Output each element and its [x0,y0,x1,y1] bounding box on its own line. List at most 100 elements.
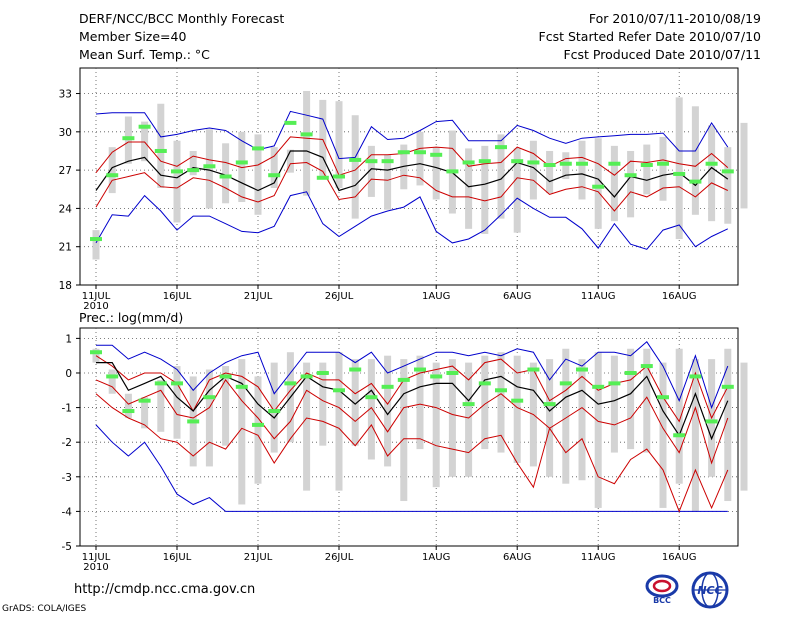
prec-spread-bar [157,379,165,432]
prec-spread-bar [141,397,149,429]
temp-obs-mark [478,159,491,164]
forecast-period: For 2010/07/11-2010/08/19 [588,11,761,26]
temp-spread-bar [740,122,748,209]
prec-spread-bar [659,362,667,508]
prec-spread-bar [367,359,375,460]
prec-obs-mark [90,350,102,355]
temp-ytick-label: 30 [59,127,72,139]
prec-obs-mark [154,381,167,386]
temp-xtick-year: 2010 [83,301,108,312]
temp-obs-mark [235,160,248,165]
temp-obs-mark [203,164,216,169]
prec-spread-bar [108,369,116,394]
temp-spread-bar [303,90,311,196]
prec-spread-bar [319,362,327,446]
prec-obs-mark [495,388,507,393]
prec-spread-bar [724,348,732,502]
prec-xtick-label: 11JUL [82,552,111,563]
prec-xtick-label: 1AUG [422,552,450,563]
temp-obs-mark [705,161,718,166]
temp-spread-bar [432,147,440,200]
temp-spread-bar [173,140,181,223]
prec-spread-bar [513,355,521,463]
temp-spread-bar [610,145,618,222]
prec-obs-mark [219,374,232,379]
prec-spread-bar [562,348,570,484]
temp-obs-mark [414,150,426,155]
prec-title: Prec.: log(mm/d) [79,310,183,325]
temp-obs-mark [138,124,151,129]
temp-spread-bar [141,121,149,162]
temp-spread-bar [659,136,667,201]
prec-ytick-label: -2 [62,437,72,449]
prec-obs-mark [576,367,588,372]
prec-xtick-label: 21JUL [244,552,273,563]
prec-std-lower-line [95,379,729,465]
temp-frame [79,67,739,286]
temp-spread-bar [335,101,343,188]
prec-spread-bar [578,359,586,481]
temp-obs-mark [462,160,475,165]
temp-obs-mark [333,174,345,179]
source-url[interactable]: http://cmdp.ncc.cma.gov.cn [74,582,256,597]
prec-low-red-line [95,393,729,513]
prec-spread-bar [740,362,748,491]
temp-spread-bar [92,230,100,260]
temp-obs-mark [154,148,167,153]
temp-xtick-label: 16AUG [662,291,697,302]
temp-obs-mark [624,173,637,178]
prec-obs-mark [333,388,345,393]
temp-obs-mark [430,152,443,157]
prec-min-line [95,424,728,512]
temp-obs-mark [689,179,702,184]
temp-xtick-label: 1AUG [422,291,450,302]
prec-spread-bar [238,359,246,505]
prec-spread-bar [270,362,278,453]
temp-obs-mark [543,163,556,168]
prec-spread-bar [481,355,489,450]
prec-obs-mark [122,409,135,414]
temp-xtick-label: 21JUL [244,291,273,302]
temp-obs-mark [721,169,734,174]
temp-obs-mark [446,169,459,174]
temp-obs-mark [268,173,281,178]
prec-obs-mark [608,381,621,386]
temp-spread-bar [724,147,732,224]
refer-date: Fcst Started Refer Date 2010/07/10 [538,29,762,44]
prec-obs-mark [640,364,653,369]
temp-xtick-label: 11AUG [581,291,616,302]
temp-spread-bar [529,140,537,200]
prec-obs-mark [592,384,605,389]
prec-spread-bar [643,348,651,453]
prec-obs-mark [721,384,734,389]
temp-obs-mark [640,163,653,168]
prec-spread-bar [173,366,181,439]
temp-spread-bar [286,149,294,173]
prec-obs-mark [171,381,183,386]
temp-spread-bar [513,148,521,233]
prec-obs-mark [300,374,313,379]
temp-spread-bar [238,131,246,203]
temp-obs-mark [252,146,264,151]
prec-obs-mark [673,433,686,438]
prec-ytick-label: -4 [62,506,73,518]
member-size: Member Size=40 [79,29,187,44]
temp-ytick-label: 27 [59,165,72,177]
prec-spread-bar [303,362,311,491]
temp-obs-mark [381,159,394,164]
temp-std-lower-line [95,161,729,212]
prec-spread-bar [448,359,456,477]
prec-obs-mark [268,409,281,414]
prec-max-line [96,341,729,410]
temp-obs-mark [592,184,605,189]
temp-max-line [95,110,729,160]
temp-spread-bar [497,134,505,219]
temp-spread-bar [205,129,213,209]
temp-obs-mark [284,120,297,125]
prec-xtick-label: 16AUG [662,552,697,563]
temp-obs-mark [316,175,329,180]
temp-ytick-label: 21 [59,242,72,254]
temp-obs-mark [300,132,313,137]
